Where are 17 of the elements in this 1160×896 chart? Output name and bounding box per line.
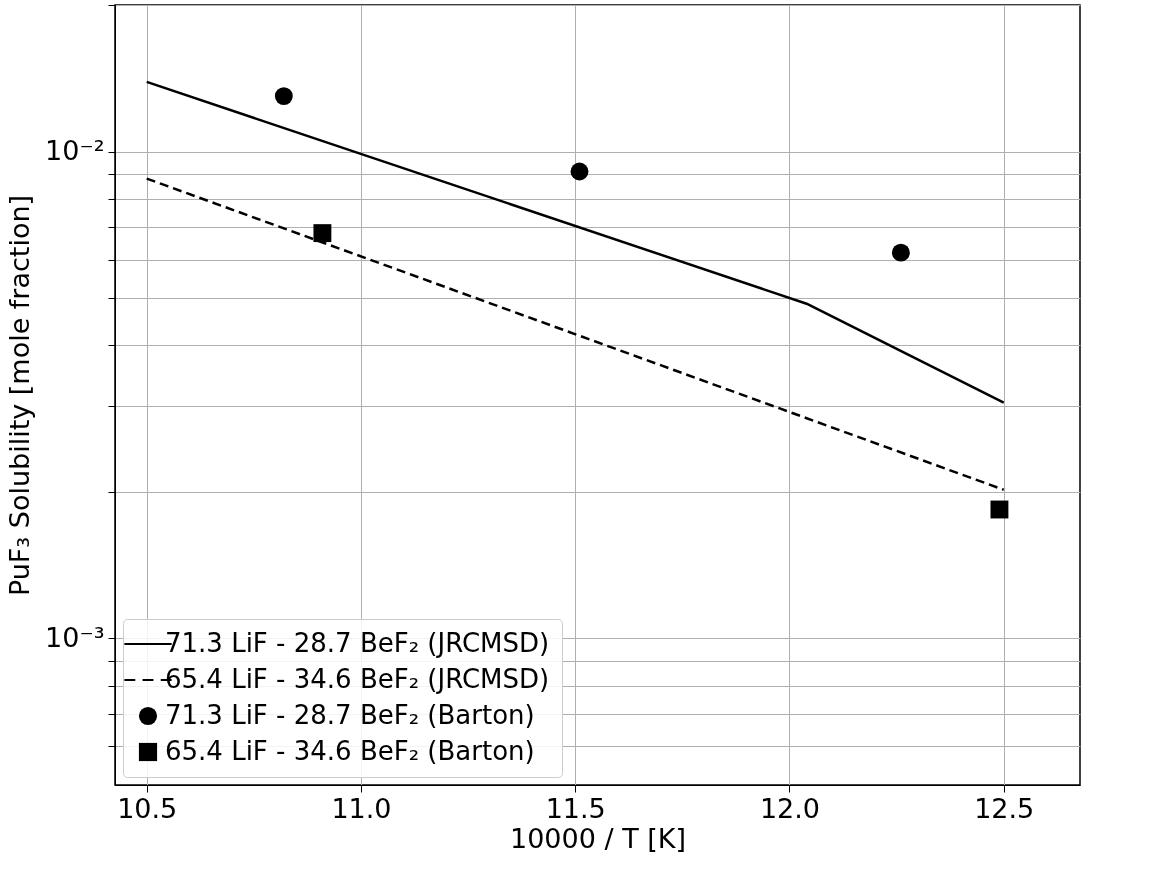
point [313, 224, 332, 243]
point [274, 87, 293, 106]
x-tick-label: 12.0 [759, 792, 821, 824]
legend-label: 65.4 LiF - 34.6 BeF₂ (Barton) [165, 736, 535, 766]
y-tick-label: 10⁻² [45, 135, 105, 167]
y-tick-label: 10⁻³ [45, 621, 105, 653]
x-tick-label: 11.5 [545, 792, 606, 824]
x-tick-label: 10.5 [117, 792, 178, 824]
point [891, 243, 910, 262]
point [990, 500, 1009, 519]
legend-label: 71.3 LiF - 28.7 BeF₂ (Barton) [165, 700, 535, 730]
legend-label: 71.3 LiF - 28.7 BeF₂ (JRCMSD) [165, 628, 550, 658]
x-axis-title: 10000 / T [K] [509, 822, 687, 854]
x-tick-label: 12.5 [974, 792, 1035, 824]
point [570, 162, 589, 181]
x-tick-label: 11.0 [331, 792, 392, 824]
y-axis-title: PuF₃ Solubility [mole fraction] [4, 194, 36, 597]
